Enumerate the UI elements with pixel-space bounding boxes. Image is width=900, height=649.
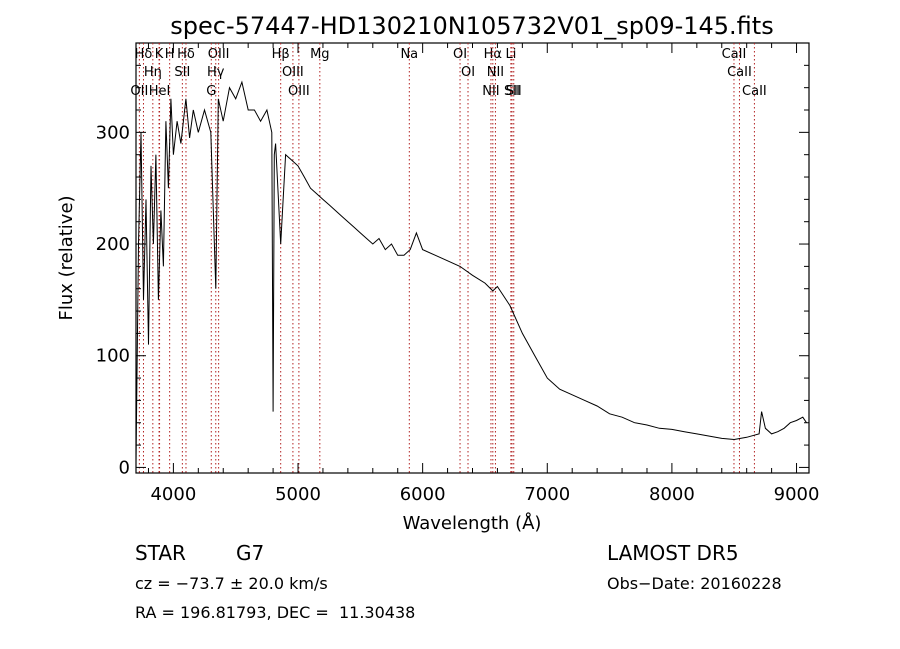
line-marker-label: OI [453,47,467,62]
line-marker-label: HeI [149,84,171,99]
line-marker-label: H [165,47,175,62]
line-marker-label: Na [400,47,418,62]
y-tick-label: 100 [96,346,130,367]
line-marker-label: SII [506,84,522,99]
line-marker-label: G [206,84,216,99]
x-tick-label: 6000 [400,484,446,505]
line-marker-label: Hδ [135,47,153,62]
line-marker-label: SII [174,65,190,80]
line-marker-label: Li [505,47,516,62]
line-marker-label: K [155,47,164,62]
line-marker-label: CaII [722,47,747,62]
line-marker-label: OI [461,65,475,80]
line-marker-label: Hα [484,47,502,62]
coordinates: RA = 196.81793, DEC = 11.30438 [135,603,416,622]
line-marker-label: SII [504,84,520,99]
line-marker-label: NII [482,84,499,99]
x-tick-label: 4000 [150,484,196,505]
redshift: cz = −73.7 ± 20.0 km/s [135,574,328,593]
survey-name: LAMOST DR5 [607,541,739,565]
plot-frame [135,42,810,474]
line-marker-label: Hγ [207,65,225,80]
line-marker-label: Hβ [272,47,290,62]
y-tick-label: 300 [96,122,130,143]
subclass: G7 [236,541,265,565]
spectrum-line [135,80,807,462]
x-tick-label: 5000 [275,484,321,505]
x-axis-label: Wavelength (Å) [403,512,542,534]
line-marker-label: CaII [727,65,752,80]
obs-date: Obs−Date: 20160228 [607,574,782,593]
y-tick-label: 0 [119,457,130,478]
object-type: STAR [135,541,186,565]
line-marker-label: OIII [208,47,230,62]
chart-title: spec-57447-HD130210N105732V01_sp09-145.f… [170,12,773,40]
x-tick-label: 8000 [649,484,695,505]
line-marker-label: OIII [282,65,304,80]
line-marker-label: OIII [288,84,310,99]
line-marker-label: NII [487,65,504,80]
y-tick-label: 200 [96,234,130,255]
x-tick-label: 7000 [524,484,570,505]
line-marker-label: Hη [144,65,162,80]
line-marker-label: Hδ [177,47,195,62]
line-marker-label: OII [130,84,148,99]
x-tick-label: 9000 [774,484,820,505]
line-marker-label: Mg [310,47,329,62]
y-axis-label: Flux (relative) [56,195,77,320]
line-marker-label: CaII [742,84,767,99]
